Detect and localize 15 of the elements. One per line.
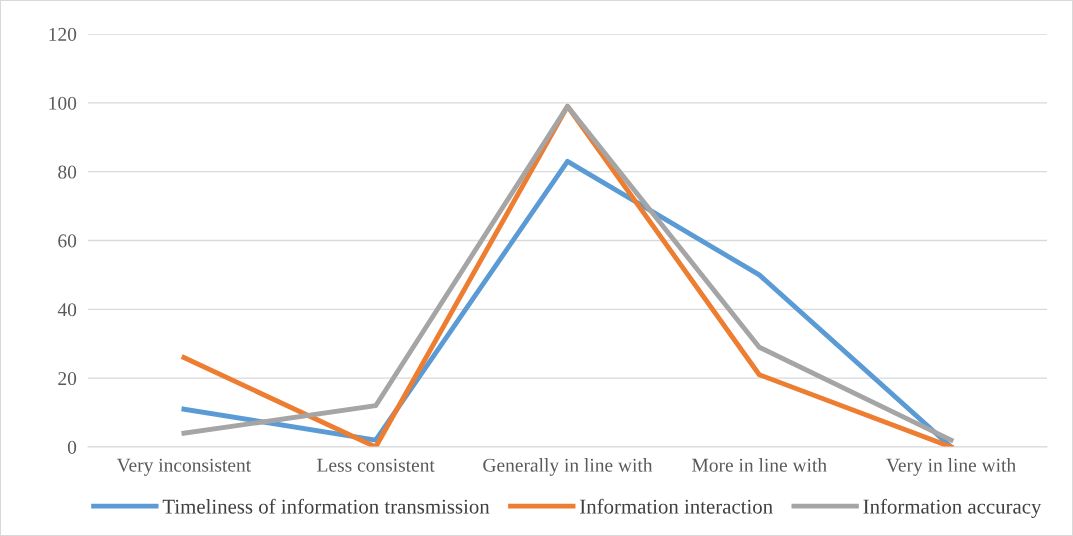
y-tick-label: 60	[58, 234, 77, 248]
x-tick-label: More in line with	[692, 458, 827, 472]
y-tick-label: 120	[49, 27, 77, 41]
legend-label: Timeliness of information transmission	[162, 498, 490, 514]
legend-label: Information interaction	[580, 498, 773, 514]
y-tick-label: 40	[57, 303, 77, 317]
y-tick-label: 0	[67, 440, 77, 454]
y-tick-label: 100	[49, 96, 77, 110]
y-tick-label: 20	[58, 371, 77, 386]
x-tick-label: Very inconsistent	[116, 458, 252, 476]
legend-label: Information accuracy	[863, 498, 1042, 518]
x-tick-label: Generally in line with	[483, 458, 653, 476]
y-tick-label: 80	[58, 165, 77, 179]
x-tick-label: Less consistent	[317, 458, 435, 472]
x-tick-label: Very in line with	[886, 458, 1016, 476]
